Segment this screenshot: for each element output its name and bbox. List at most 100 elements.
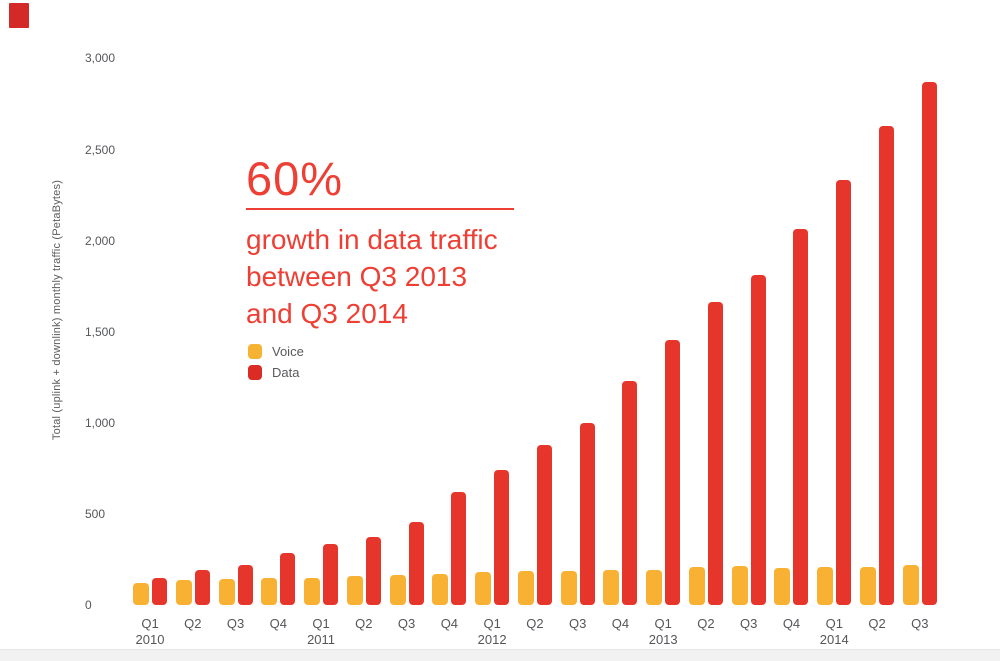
bar-voice-q2-2011 bbox=[346, 576, 363, 605]
bar-group-q1-2012 bbox=[475, 470, 510, 605]
bar-data-q4-2010 bbox=[280, 553, 296, 605]
bar-data-q1-2013 bbox=[665, 340, 681, 605]
bar-data-q2-2010 bbox=[194, 570, 210, 605]
bar-data-q3-2013 bbox=[750, 275, 766, 605]
legend-item-voice: Voice bbox=[248, 344, 304, 359]
x-label-q2-2012: Q2 bbox=[526, 616, 544, 631]
bar-data-q4-2011 bbox=[451, 492, 467, 605]
bar-group-q3-2011 bbox=[389, 522, 424, 605]
bar-group-q1-2014 bbox=[817, 180, 852, 605]
x-label-q2-2011: Q2 bbox=[355, 616, 373, 631]
bar-data-q2-2011 bbox=[365, 537, 381, 605]
bar-data-q2-2013 bbox=[707, 302, 723, 605]
bar-voice-q4-2012 bbox=[603, 570, 620, 605]
bar-voice-q1-2012 bbox=[475, 572, 492, 605]
bar-data-q3-2014 bbox=[921, 82, 937, 605]
y-tick-3,000: 3,000 bbox=[85, 51, 116, 66]
red-corner-mark bbox=[9, 3, 29, 28]
bar-group-q1-2013 bbox=[646, 340, 681, 605]
data-swatch-icon bbox=[248, 365, 262, 380]
annotation-line-1: growth in data traffic bbox=[246, 224, 498, 255]
x-label-q3-2013: Q3 bbox=[740, 616, 758, 631]
bar-group-q2-2014 bbox=[860, 126, 895, 605]
bar-voice-q1-2010 bbox=[133, 583, 149, 605]
bar-voice-q2-2010 bbox=[175, 580, 192, 605]
bar-data-q4-2013 bbox=[793, 229, 809, 605]
bar-data-q1-2011 bbox=[323, 544, 339, 605]
x-label-q2-2014: Q2 bbox=[868, 616, 886, 631]
x-label-q1-2010: Q1 2010 bbox=[135, 616, 165, 647]
y-tick-0: 0 bbox=[85, 598, 92, 612]
bar-voice-q3-2012 bbox=[560, 571, 577, 605]
legend-item-data: Data bbox=[248, 365, 304, 380]
bar-group-q2-2011 bbox=[346, 537, 381, 605]
y-axis-title: Total (uplink + downlink) monthly traffi… bbox=[51, 179, 63, 441]
x-label-q1-2014: Q1 2014 bbox=[819, 616, 849, 647]
x-label-q1-2012: Q1 2012 bbox=[477, 616, 507, 647]
annotation-line-2: between Q3 2013 bbox=[246, 261, 468, 292]
x-label-q3-2011: Q3 bbox=[397, 616, 416, 631]
bar-voice-q2-2012 bbox=[517, 571, 534, 605]
bar-plot-area bbox=[133, 0, 937, 605]
y-tick-1,500: 1,500 bbox=[85, 324, 116, 339]
y-tick-1,000: 1,000 bbox=[85, 415, 116, 430]
bar-data-q2-2014 bbox=[879, 126, 895, 605]
bar-group-q3-2010 bbox=[218, 565, 253, 605]
bar-voice-q3-2013 bbox=[731, 566, 748, 605]
bar-voice-q3-2011 bbox=[389, 575, 406, 605]
x-label-q2-2013: Q2 bbox=[697, 616, 715, 631]
bar-data-q1-2010 bbox=[152, 578, 167, 605]
bar-group-q2-2012 bbox=[517, 445, 552, 605]
bar-group-q3-2014 bbox=[902, 82, 937, 605]
x-label-q4-2013: Q4 bbox=[782, 616, 801, 631]
bar-data-q2-2012 bbox=[536, 445, 552, 605]
annotation-line-3: and Q3 2014 bbox=[246, 298, 408, 329]
x-label-q4-2012: Q4 bbox=[611, 616, 630, 631]
bottom-edge-band bbox=[0, 649, 1000, 661]
bar-data-q3-2010 bbox=[237, 565, 253, 605]
bar-group-q4-2012 bbox=[603, 381, 638, 605]
x-label-q2-2010: Q2 bbox=[184, 616, 202, 631]
x-label-q3-2010: Q3 bbox=[226, 616, 245, 631]
bar-group-q2-2010 bbox=[175, 570, 210, 605]
y-tick-2,000: 2,000 bbox=[85, 233, 116, 248]
bar-voice-q3-2014 bbox=[902, 565, 919, 605]
annotation-underline bbox=[246, 208, 514, 210]
bar-voice-q2-2013 bbox=[688, 567, 705, 605]
bar-voice-q3-2010 bbox=[218, 579, 235, 605]
x-label-q3-2012: Q3 bbox=[568, 616, 587, 631]
bar-group-q3-2013 bbox=[731, 275, 766, 605]
legend-label-voice: Voice bbox=[272, 344, 304, 359]
bar-group-q4-2011 bbox=[432, 492, 467, 605]
bar-voice-q1-2014 bbox=[817, 567, 834, 605]
bar-group-q4-2010 bbox=[261, 553, 296, 605]
y-tick-500: 500 bbox=[85, 506, 106, 521]
x-label-q4-2011: Q4 bbox=[440, 616, 459, 631]
annotation-headline: 60% bbox=[246, 152, 344, 205]
x-label-q1-2013: Q1 2013 bbox=[648, 616, 678, 647]
legend-label-data: Data bbox=[272, 365, 300, 380]
bar-data-q3-2012 bbox=[579, 423, 595, 605]
bar-data-q3-2011 bbox=[408, 522, 424, 605]
bar-data-q1-2012 bbox=[494, 470, 510, 605]
y-tick-2,500: 2,500 bbox=[85, 142, 116, 157]
x-label-q4-2010: Q4 bbox=[269, 616, 287, 631]
x-axis-labels: Q1 2010 Q2 Q3 Q4 Q1 2011 Q2 Q3 Q4 Q1 2012 Q2 Q… bbox=[133, 616, 937, 648]
x-label-q3-2014: Q3 bbox=[911, 616, 929, 631]
voice-swatch-icon bbox=[248, 344, 262, 359]
bar-voice-q1-2013 bbox=[646, 570, 663, 605]
bar-voice-q4-2011 bbox=[432, 574, 449, 605]
x-label-q1-2011: Q1 2011 bbox=[307, 616, 336, 647]
bar-voice-q2-2014 bbox=[860, 567, 877, 605]
legend: Voice Data bbox=[248, 344, 304, 386]
bar-group-q3-2012 bbox=[560, 423, 595, 605]
bar-group-q1-2010 bbox=[133, 578, 167, 605]
bar-data-q1-2014 bbox=[836, 180, 852, 605]
bar-group-q1-2011 bbox=[304, 544, 339, 605]
bar-voice-q4-2010 bbox=[261, 578, 278, 605]
bar-voice-q4-2013 bbox=[774, 568, 791, 605]
bar-voice-q1-2011 bbox=[304, 578, 321, 605]
bar-data-q4-2012 bbox=[622, 381, 638, 605]
bar-group-q2-2013 bbox=[688, 302, 723, 605]
